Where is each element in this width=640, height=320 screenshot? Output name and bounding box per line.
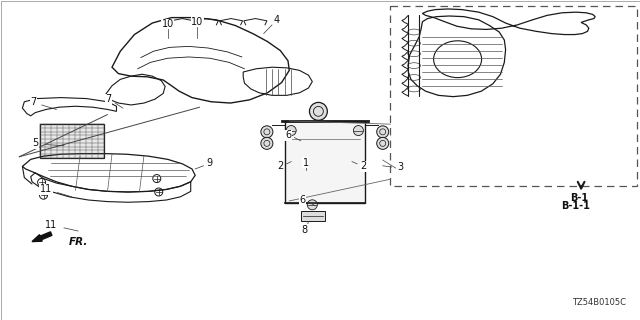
Text: B-1: B-1 xyxy=(570,193,588,203)
Text: 5: 5 xyxy=(32,138,38,148)
Text: 6: 6 xyxy=(299,195,305,205)
Text: TZ54B0105C: TZ54B0105C xyxy=(572,298,626,307)
Text: 6: 6 xyxy=(285,130,291,140)
Circle shape xyxy=(353,125,364,136)
Circle shape xyxy=(377,126,388,138)
Text: 1: 1 xyxy=(303,157,309,168)
FancyArrow shape xyxy=(32,232,52,242)
Text: 10: 10 xyxy=(161,19,174,29)
Circle shape xyxy=(377,137,388,149)
Text: FR.: FR. xyxy=(68,237,88,247)
Circle shape xyxy=(261,126,273,138)
Bar xyxy=(301,211,325,221)
Text: 3: 3 xyxy=(397,162,403,172)
Text: 11: 11 xyxy=(45,220,58,230)
Circle shape xyxy=(261,137,273,149)
Text: 2: 2 xyxy=(277,161,284,172)
Text: 2: 2 xyxy=(360,161,367,172)
Text: 4: 4 xyxy=(273,15,280,25)
Text: 8: 8 xyxy=(301,225,308,235)
Text: 10: 10 xyxy=(191,17,204,27)
Circle shape xyxy=(307,200,317,210)
Text: 7: 7 xyxy=(106,94,112,104)
Text: 9: 9 xyxy=(207,158,213,168)
Text: B-1-1: B-1-1 xyxy=(561,201,591,212)
Text: 11: 11 xyxy=(40,184,52,195)
Circle shape xyxy=(286,125,296,136)
Bar xyxy=(285,121,365,203)
Text: 7: 7 xyxy=(30,97,36,107)
Bar xyxy=(390,6,637,186)
Bar xyxy=(40,124,104,158)
Circle shape xyxy=(310,102,328,120)
